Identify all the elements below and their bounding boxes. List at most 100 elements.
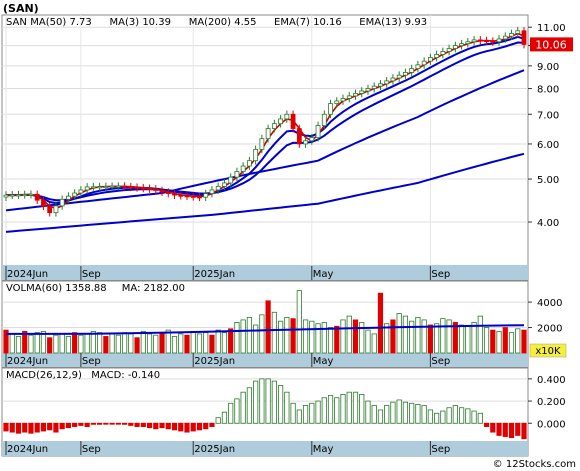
price-candle-49 <box>309 137 315 142</box>
price-candle-17 <box>109 185 115 188</box>
macd-xlabel-3: May <box>313 444 334 455</box>
vol-bar-78 <box>490 329 496 354</box>
price-candle-68 <box>427 57 433 62</box>
price-candle-23 <box>147 187 152 190</box>
price-candle-78 <box>490 40 496 43</box>
price-candle-38 <box>240 165 246 172</box>
price-candle-59 <box>371 85 377 89</box>
price-candle-13 <box>84 186 90 191</box>
vol-bar-64 <box>402 315 409 354</box>
price-candle-56 <box>353 93 358 97</box>
price-candle-82 <box>515 30 521 34</box>
macd-bar-68 <box>427 409 433 424</box>
vol-bar-66 <box>415 316 421 354</box>
price-candle-58 <box>365 88 371 92</box>
macd-bar-49 <box>309 402 315 424</box>
price-candle-72 <box>452 45 458 49</box>
price-candle-37 <box>234 171 240 178</box>
macd-bar-37 <box>234 398 240 424</box>
vol-bar-34 <box>215 329 221 354</box>
vol-bar-80 <box>502 327 508 354</box>
price-xlabel-1: Sep <box>82 269 101 280</box>
macd-bar-1 <box>9 422 15 433</box>
price-candle-63 <box>396 74 402 79</box>
price-candle-52 <box>328 103 333 115</box>
price-candle-64 <box>403 71 408 76</box>
vol-bar-50 <box>315 323 321 354</box>
price-candle-76 <box>477 39 483 42</box>
vol-bar-26 <box>165 329 171 354</box>
vol-bar-15 <box>97 332 103 354</box>
macd-ylabel-2: 0.400 <box>537 375 566 386</box>
price-legend-0: SAN <box>6 17 27 28</box>
macd-bar-46 <box>290 402 296 424</box>
macd-legend-0: MACD(26,12,9) <box>6 370 82 381</box>
price-candle-26 <box>165 191 171 194</box>
macd-bar-39 <box>246 387 252 424</box>
macd-bar-38 <box>240 391 246 424</box>
price-ylabel-1: 5.00 <box>537 175 559 186</box>
price-ylabel-7: 11.00 <box>537 23 566 34</box>
vol-bar-45 <box>284 316 290 354</box>
macd-bar-34 <box>215 417 221 424</box>
vol-bar-43 <box>271 311 277 354</box>
macd-bar-4 <box>28 422 34 434</box>
vol-bar-32 <box>203 332 209 354</box>
price-candle-12 <box>78 189 84 194</box>
vol-bar-9 <box>59 333 65 354</box>
vol-xlabel-1: Sep <box>82 356 101 367</box>
macd-bar-65 <box>409 402 415 424</box>
vol-bar-25 <box>159 332 165 354</box>
price-candle-9 <box>59 198 65 207</box>
macd-bar-52 <box>327 395 334 424</box>
price-xlabel-2: 2025Jan <box>194 269 235 280</box>
vol-bar-3 <box>22 330 28 354</box>
vol-bar-29 <box>184 334 190 354</box>
price-candle-29 <box>184 195 190 198</box>
vol-bar-82 <box>515 328 521 354</box>
vol-bar-44 <box>278 320 284 354</box>
vol-bar-56 <box>352 319 359 354</box>
price-ma50-line <box>5 69 525 212</box>
price-candle-7 <box>47 205 53 214</box>
price-candle-18 <box>115 185 121 188</box>
vol-bar-16 <box>103 336 109 354</box>
vol-bar-27 <box>171 336 178 354</box>
vol-bar-17 <box>109 333 115 354</box>
vol-bar-70 <box>440 318 446 354</box>
macd-bar-31 <box>196 422 203 431</box>
macd-xlabel-0: 2024Jun <box>7 444 48 455</box>
vol-bar-72 <box>452 322 458 354</box>
vol-bar-79 <box>496 330 502 354</box>
price-candle-70 <box>440 51 446 55</box>
macd-bar-2 <box>15 422 22 434</box>
macd-bar-22 <box>140 422 146 427</box>
vol-bar-81 <box>508 332 515 354</box>
vol-xlabel-2: 2025Jan <box>194 356 235 367</box>
macd-ylabel-0: 0.000 <box>537 419 566 430</box>
price-xaxis-band <box>2 265 528 280</box>
vol-bar-48 <box>302 319 309 354</box>
macd-bar-26 <box>165 422 171 430</box>
price-candle-60 <box>378 83 383 87</box>
vol-bar-31 <box>196 333 203 354</box>
vol-bar-7 <box>47 337 53 354</box>
macd-bar-9 <box>59 422 65 430</box>
price-ylabel-4: 8.00 <box>537 85 559 96</box>
vol-bar-37 <box>234 322 240 354</box>
price-candle-53 <box>334 100 340 104</box>
price-candle-42 <box>265 128 271 140</box>
vol-bar-49 <box>309 320 315 354</box>
price-candle-35 <box>222 182 227 187</box>
macd-bar-64 <box>402 401 409 424</box>
price-ma200-line <box>5 152 525 233</box>
price-candle-47 <box>296 128 302 145</box>
price-ema13-line <box>6 41 525 202</box>
vol-bar-60 <box>377 292 384 354</box>
macd-bar-16 <box>103 422 109 425</box>
price-candle-8 <box>53 205 59 214</box>
price-ylabel-2: 6.00 <box>537 140 559 151</box>
macd-bar-12 <box>78 422 84 426</box>
vol-bar-14 <box>90 330 96 354</box>
price-panel <box>1 14 529 281</box>
